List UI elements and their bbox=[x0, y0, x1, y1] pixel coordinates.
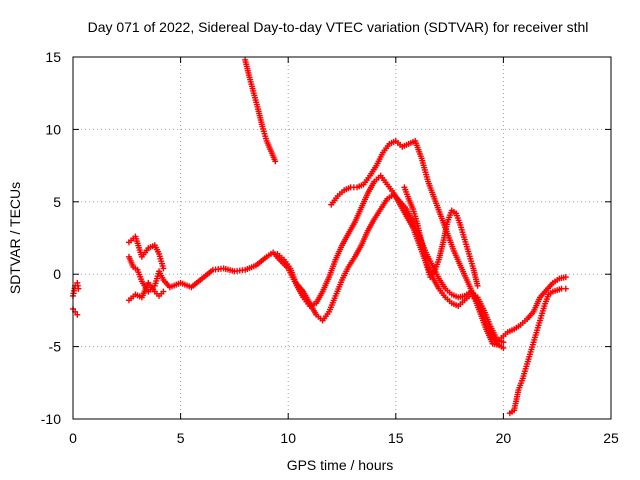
data-point bbox=[74, 311, 81, 318]
data-point bbox=[562, 285, 569, 292]
data-point bbox=[160, 265, 167, 272]
y-tick-label: 15 bbox=[45, 49, 61, 65]
y-tick-label: -5 bbox=[49, 339, 62, 355]
grid-lines bbox=[73, 57, 611, 419]
x-axis-label: GPS time / hours bbox=[287, 457, 394, 473]
x-tick-label: 25 bbox=[603, 430, 619, 446]
y-tick-label: 10 bbox=[45, 121, 61, 137]
series-track-i bbox=[401, 184, 481, 289]
x-tick-label: 20 bbox=[496, 430, 512, 446]
chart-title: Day 071 of 2022, Sidereal Day-to-day VTE… bbox=[88, 19, 589, 35]
y-tick-label: 5 bbox=[53, 194, 61, 210]
data-point bbox=[496, 342, 503, 349]
y-axis-ticks: -10 -5 0 5 10 15 bbox=[41, 49, 611, 427]
data-point bbox=[474, 282, 481, 289]
data-point bbox=[500, 339, 507, 346]
y-tick-label: -10 bbox=[41, 411, 61, 427]
series-track-j bbox=[506, 285, 569, 417]
series-track-f bbox=[242, 56, 279, 165]
series-track-h bbox=[328, 137, 503, 349]
series-track-e bbox=[125, 279, 167, 304]
plot-frame bbox=[72, 56, 612, 420]
x-tick-label: 0 bbox=[69, 430, 77, 446]
data-point bbox=[75, 285, 82, 292]
series-track-b bbox=[70, 305, 81, 318]
data-point bbox=[562, 274, 569, 281]
data-points bbox=[70, 56, 569, 417]
series-track-k bbox=[498, 274, 569, 341]
x-tick-label: 15 bbox=[388, 430, 404, 446]
y-axis-label: SDTVAR / TECUs bbox=[7, 182, 23, 294]
series-track-d bbox=[125, 233, 167, 272]
x-tick-label: 5 bbox=[177, 430, 185, 446]
data-point bbox=[500, 345, 507, 352]
x-tick-label: 10 bbox=[280, 430, 296, 446]
x-axis-ticks: 0 5 10 15 20 25 bbox=[69, 57, 619, 446]
data-point bbox=[160, 288, 167, 295]
y-tick-label: 0 bbox=[53, 266, 61, 282]
series-track-a bbox=[70, 279, 82, 299]
data-point bbox=[272, 158, 279, 165]
